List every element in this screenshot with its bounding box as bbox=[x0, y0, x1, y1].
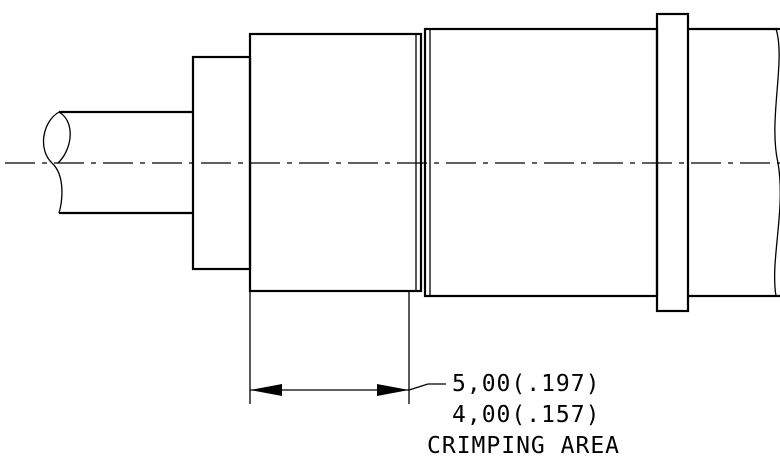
dimension-min-value: 4,00(.157) bbox=[452, 402, 601, 428]
body-break-line bbox=[773, 28, 780, 297]
connector-flange bbox=[655, 12, 690, 313]
arrowhead-left bbox=[250, 384, 282, 396]
crimping-area-caption: CRIMPING AREA bbox=[427, 433, 621, 459]
crimp-sleeve bbox=[248, 32, 423, 293]
cable bbox=[42, 110, 193, 215]
dimension-line bbox=[250, 383, 446, 396]
connector-body-continuation bbox=[688, 27, 780, 298]
arrowhead-right bbox=[377, 384, 409, 396]
dimension-max-value: 5,00(.197) bbox=[452, 371, 601, 397]
cable-break-line bbox=[42, 111, 63, 214]
leader-line bbox=[408, 383, 429, 391]
